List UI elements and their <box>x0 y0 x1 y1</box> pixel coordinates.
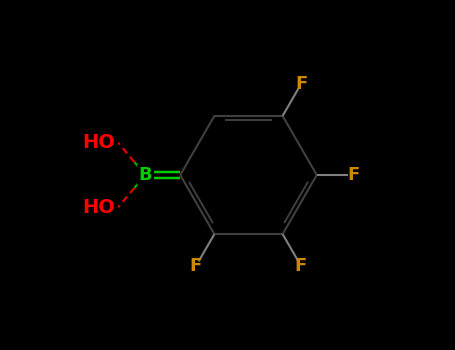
Text: HO: HO <box>82 133 115 152</box>
Text: B: B <box>138 166 152 184</box>
Text: HO: HO <box>82 198 115 217</box>
Text: F: F <box>347 166 359 184</box>
Text: F: F <box>190 257 202 275</box>
Text: F: F <box>295 75 307 93</box>
Text: F: F <box>295 257 307 275</box>
